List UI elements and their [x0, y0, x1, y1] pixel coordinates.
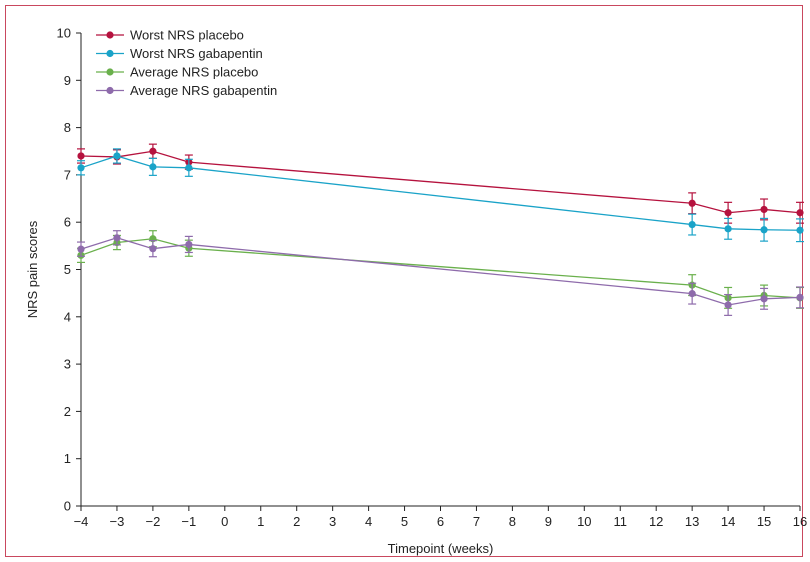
series-3 [77, 230, 804, 316]
data-point [760, 226, 768, 234]
x-tick-label: 10 [577, 514, 591, 529]
y-tick-label: 6 [64, 215, 71, 230]
x-tick-label: 13 [685, 514, 699, 529]
legend-item: Worst NRS gabapentin [96, 46, 263, 61]
x-tick-label: 1 [257, 514, 264, 529]
data-point [77, 164, 85, 172]
series-line [80, 155, 801, 231]
data-point [724, 209, 732, 217]
legend-label: Average NRS gabapentin [130, 83, 277, 98]
series-1 [77, 148, 804, 243]
x-tick-label: 0 [221, 514, 228, 529]
legend-label: Worst NRS placebo [130, 28, 244, 43]
y-axis-ticks: 0 1 2 3 4 5 6 7 8 9 10 [57, 26, 81, 514]
data-point [113, 234, 121, 242]
axes: −4 −3 −2 −1 0 1 2 3 4 5 6 7 8 9 10 11 12 13 14 15 16 0123456… [25, 26, 807, 557]
data-point [724, 301, 732, 309]
legend-swatch-marker [106, 68, 114, 76]
legend: Worst NRS placebo Worst NRS gabapentin Ave… [96, 28, 277, 98]
y-tick-label: 7 [64, 167, 71, 182]
x-tick-label: 2 [293, 514, 300, 529]
data-point [760, 295, 768, 303]
series-layer [77, 143, 804, 316]
data-point [185, 240, 193, 249]
x-tick-label: 4 [365, 514, 372, 529]
legend-swatch-marker [106, 86, 114, 95]
series-line [80, 237, 801, 306]
series-0 [77, 143, 804, 224]
y-tick-label: 0 [64, 499, 71, 514]
x-tick-label: 7 [473, 514, 480, 529]
x-tick-label: 15 [757, 514, 771, 529]
data-point [688, 220, 696, 229]
x-axis-label: Timepoint (weeks) [388, 541, 494, 556]
legend-item: Worst NRS placebo [96, 28, 244, 43]
data-point [688, 290, 696, 298]
data-point [149, 163, 157, 171]
x-tick-label: 3 [329, 514, 336, 529]
x-tick-label: 9 [545, 514, 552, 529]
legend-label: Worst NRS gabapentin [130, 46, 263, 61]
legend-item: Average NRS gabapentin [96, 83, 277, 98]
x-tick-label: −2 [145, 514, 160, 529]
x-tick-label: −3 [110, 514, 125, 529]
data-point [77, 245, 85, 253]
legend-swatch-marker [106, 49, 114, 58]
x-tick-label: 16 [793, 514, 807, 529]
y-tick-label: 2 [64, 404, 71, 419]
data-point [185, 164, 193, 172]
series-line [80, 150, 801, 214]
x-axis-ticks: −4 −3 −2 −1 0 1 2 3 4 5 6 7 8 9 10 11 12 13 14 15 16 [74, 506, 807, 529]
series-line [80, 238, 801, 299]
x-tick-label: 6 [437, 514, 444, 529]
data-point [688, 199, 696, 207]
data-point [724, 225, 732, 233]
data-point [113, 152, 121, 160]
y-tick-label: 5 [64, 262, 71, 277]
legend-label: Average NRS placebo [130, 65, 258, 80]
x-tick-label: 11 [614, 514, 628, 529]
x-tick-label: 5 [401, 514, 408, 529]
legend-item: Average NRS placebo [96, 65, 258, 80]
x-tick-label: −1 [181, 514, 196, 529]
data-point [149, 147, 157, 155]
data-point [77, 152, 85, 160]
x-tick-label: −4 [74, 514, 89, 529]
data-point [796, 293, 804, 302]
y-tick-label: 9 [64, 73, 71, 88]
y-axis-label: NRS pain scores [25, 220, 40, 318]
data-point [796, 209, 804, 217]
figure-frame [5, 5, 803, 557]
x-tick-label: 8 [509, 514, 516, 529]
y-tick-label: 1 [64, 451, 71, 466]
y-tick-label: 8 [64, 120, 71, 135]
data-point [149, 245, 157, 253]
legend-swatch-marker [106, 31, 114, 39]
y-tick-label: 10 [57, 26, 71, 41]
y-tick-label: 3 [64, 357, 71, 372]
data-point [796, 226, 804, 234]
y-tick-label: 4 [64, 309, 71, 324]
data-point [760, 205, 768, 214]
x-tick-label: 12 [649, 514, 663, 529]
x-tick-label: 14 [721, 514, 735, 529]
